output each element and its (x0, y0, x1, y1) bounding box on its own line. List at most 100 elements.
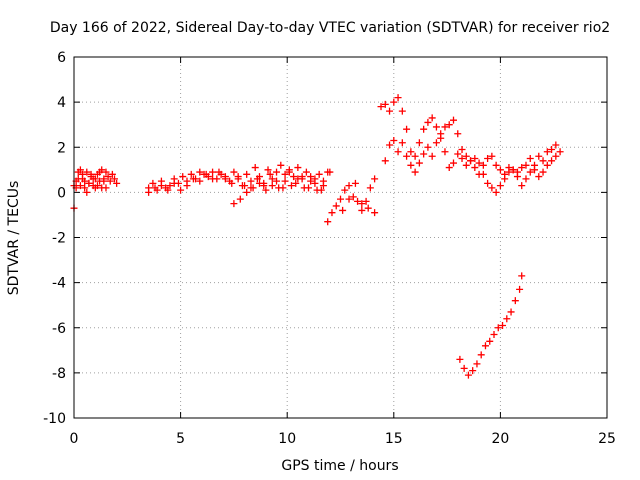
data-point (177, 186, 185, 194)
data-point (499, 321, 507, 329)
data-point (337, 195, 344, 203)
data-point (535, 173, 543, 181)
data-point (505, 168, 513, 176)
data-point (83, 188, 91, 196)
data-point (341, 186, 349, 194)
data-point (102, 168, 110, 176)
data-point (287, 182, 295, 190)
data-point (209, 168, 217, 176)
data-point (407, 161, 415, 169)
data-point (513, 173, 521, 181)
data-point (332, 202, 340, 210)
data-point (149, 179, 157, 187)
data-point (477, 351, 485, 359)
data-point (462, 161, 470, 169)
data-point (79, 175, 87, 183)
data-point (390, 98, 398, 106)
data-point (281, 170, 289, 178)
data-point (215, 168, 223, 176)
data-point (255, 179, 263, 187)
data-point (300, 184, 308, 192)
data-point (458, 155, 466, 163)
y-axis-ticks: -10 -8 -6 -4 -2 0 2 4 6 (43, 50, 607, 427)
data-point (445, 121, 453, 129)
x-tick-label: 25 (598, 431, 616, 447)
data-point (386, 141, 394, 149)
data-point (87, 170, 95, 178)
data-point (415, 159, 423, 167)
data-point (516, 285, 524, 293)
data-point (281, 177, 289, 185)
data-point (460, 364, 468, 372)
y-tick-label: -6 (52, 321, 66, 337)
data-point (454, 150, 462, 158)
data-point (268, 175, 276, 183)
y-axis-label: SDTVAR / TECUs (6, 181, 22, 296)
data-point (479, 170, 487, 178)
data-point (462, 152, 470, 160)
data-point (362, 197, 370, 205)
data-point (377, 103, 385, 111)
data-point (475, 159, 483, 167)
data-point (458, 146, 466, 154)
data-point (518, 272, 526, 280)
y-tick-label: 6 (57, 50, 66, 66)
data-point (298, 173, 306, 181)
y-tick-label: 2 (57, 140, 66, 156)
data-point (339, 206, 347, 214)
data-point (294, 175, 302, 183)
data-point (366, 184, 374, 192)
data-point (539, 168, 547, 176)
data-point (511, 297, 519, 305)
data-point (364, 204, 372, 212)
data-point (170, 179, 178, 187)
data-point (251, 164, 259, 172)
data-point (100, 177, 108, 185)
data-point (236, 195, 244, 203)
data-point (268, 182, 276, 190)
data-point (494, 324, 502, 332)
data-point (275, 184, 283, 192)
data-point (552, 152, 560, 160)
data-point (266, 170, 274, 178)
data-point (437, 130, 445, 138)
data-point (345, 195, 353, 203)
y-tick-label: 4 (57, 95, 66, 111)
data-point (501, 175, 509, 183)
data-point (449, 159, 457, 167)
data-point (326, 168, 334, 176)
data-point (428, 152, 436, 160)
data-point (552, 141, 560, 149)
y-tick-label: -8 (52, 366, 66, 382)
x-tick-label: 20 (491, 431, 509, 447)
data-point (490, 331, 498, 339)
data-point (98, 166, 106, 174)
data-point (454, 130, 462, 138)
data-point (151, 184, 159, 192)
data-point (441, 148, 449, 156)
data-point (349, 193, 357, 201)
data-point (531, 166, 539, 174)
x-tick-label: 15 (385, 431, 403, 447)
data-point (484, 155, 492, 163)
data-point (358, 206, 366, 214)
data-point (93, 182, 101, 190)
data-point (108, 170, 116, 178)
data-point (179, 173, 187, 181)
data-point (253, 175, 261, 183)
data-point (522, 175, 530, 183)
data-point (324, 218, 332, 226)
data-point (285, 168, 293, 176)
y-tick-label: 0 (57, 185, 66, 201)
data-point (449, 116, 457, 124)
data-point (249, 184, 257, 192)
data-point (539, 157, 547, 165)
data-point (302, 168, 310, 176)
data-point (243, 170, 251, 178)
x-tick-label: 5 (176, 431, 185, 447)
data-point (85, 179, 93, 187)
data-point (492, 161, 500, 169)
data-point (543, 161, 551, 169)
data-point (432, 123, 440, 131)
